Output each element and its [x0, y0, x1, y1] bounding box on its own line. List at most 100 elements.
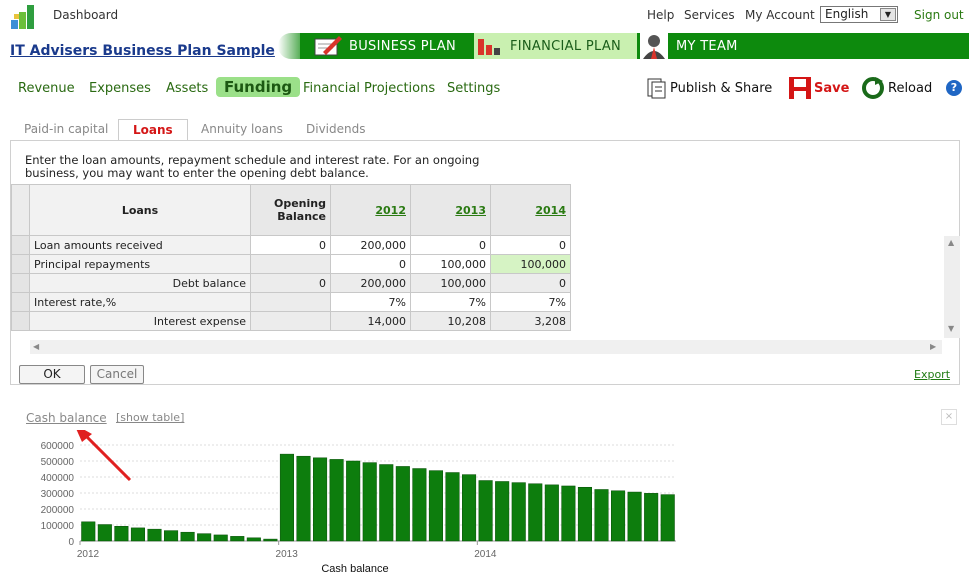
logo-icon [11, 5, 34, 29]
subtab-annuity-loans[interactable]: Annuity loans [201, 122, 283, 136]
language-select[interactable]: English ▼ [820, 6, 898, 23]
close-icon[interactable]: × [941, 409, 957, 425]
financial-plan-icon[interactable] [476, 35, 502, 57]
table-row: Principal repayments 0 100,000 100,000 [11, 254, 571, 274]
cell-opening: 0 [250, 273, 331, 293]
cancel-button[interactable]: Cancel [90, 365, 144, 384]
reload-button[interactable]: Reload [888, 81, 933, 96]
chart-bar [379, 464, 394, 542]
scroll-left-icon[interactable]: ◀ [33, 342, 40, 351]
row-selector-header [11, 184, 30, 236]
description-text: Enter the loan amounts, repayment schedu… [25, 153, 480, 180]
table-row: Interest expense 14,000 10,208 3,208 [11, 311, 571, 331]
column-header-opening: Opening Balance [250, 184, 331, 236]
export-link[interactable]: Export [914, 368, 951, 381]
row-selector[interactable] [11, 273, 30, 293]
tab-business-plan[interactable]: BUSINESS PLAN [349, 39, 456, 54]
app-logo[interactable] [10, 2, 36, 30]
row-label: Loan amounts received [29, 235, 251, 255]
chart-bar [395, 466, 410, 542]
chart-bar [329, 459, 344, 542]
chart-x-axis-label: Cash balance [321, 563, 388, 574]
cell-2012: 14,000 [330, 311, 411, 331]
cell-2013[interactable]: 7% [410, 292, 491, 312]
table-row: Debt balance 0 200,000 100,000 0 [11, 273, 571, 293]
menu-settings[interactable]: Settings [447, 81, 501, 96]
cell-2012[interactable]: 200,000 [330, 235, 411, 255]
cell-opening[interactable]: 0 [250, 235, 331, 255]
dashboard-link[interactable]: Dashboard [53, 8, 119, 22]
cell-2012[interactable]: 0 [330, 254, 411, 274]
chart-x-tick-labels: 2012 2013 2014 [77, 541, 497, 560]
cell-2013[interactable]: 0 [410, 235, 491, 255]
chart-bar [611, 490, 626, 542]
tab-my-team[interactable]: MY TEAM [676, 39, 738, 54]
save-button[interactable]: Save [814, 81, 850, 96]
column-header-2014[interactable]: 2014 [535, 203, 566, 217]
sign-out-link[interactable]: Sign out [914, 8, 964, 22]
cell-2012[interactable]: 7% [330, 292, 411, 312]
cell-2014[interactable]: 7% [490, 292, 571, 312]
row-label: Interest expense [29, 311, 251, 331]
menu-funding[interactable]: Funding [216, 77, 301, 97]
subtab-dividends[interactable]: Dividends [306, 122, 366, 136]
cell-opening [250, 254, 331, 274]
financial-plan-active-bg [474, 33, 637, 59]
row-selector[interactable] [11, 311, 30, 331]
chart-gridlines [80, 444, 676, 542]
chart-bar [246, 537, 261, 542]
scroll-down-icon[interactable]: ▼ [948, 324, 955, 333]
chevron-down-icon: ▼ [880, 8, 896, 21]
language-value: English [825, 7, 869, 21]
chart-x-tick-label: 2014 [474, 549, 497, 560]
chart-bar [147, 528, 162, 542]
chart-title-link[interactable]: Cash balance [26, 411, 107, 425]
row-label: Debt balance [29, 273, 251, 293]
table-row: Loan amounts received 0 200,000 0 0 [11, 235, 571, 255]
row-selector[interactable] [11, 235, 30, 255]
column-header-loans: Loans [29, 184, 251, 236]
chart-bar [296, 455, 311, 542]
scroll-right-icon[interactable]: ▶ [930, 342, 937, 351]
row-selector[interactable] [11, 292, 30, 312]
scroll-up-icon[interactable]: ▲ [948, 238, 955, 247]
row-label: Interest rate,% [29, 292, 251, 312]
business-plan-icon[interactable] [313, 34, 343, 58]
subtab-paid-in-capital[interactable]: Paid-in capital [24, 122, 109, 136]
chart-bar [412, 468, 427, 542]
my-team-icon[interactable] [640, 33, 668, 59]
chart-bar [462, 474, 477, 542]
ok-button[interactable]: OK [19, 365, 85, 384]
cell-2013: 100,000 [410, 273, 491, 293]
cell-2013: 10,208 [410, 311, 491, 331]
services-link[interactable]: Services [684, 8, 735, 22]
column-header-2012[interactable]: 2012 [375, 203, 406, 217]
horizontal-scrollbar[interactable]: ◀ ▶ [30, 340, 942, 354]
publish-share-button[interactable]: Publish & Share [670, 81, 773, 96]
row-selector[interactable] [11, 254, 30, 274]
reload-icon[interactable] [862, 77, 884, 99]
help-link[interactable]: Help [647, 8, 675, 22]
my-account-link[interactable]: My Account [745, 8, 815, 22]
show-table-link[interactable]: [show table] [116, 411, 185, 424]
tab-financial-plan[interactable]: FINANCIAL PLAN [510, 39, 622, 54]
chart-bar [313, 457, 328, 542]
cell-2014[interactable]: 0 [490, 235, 571, 255]
cell-2014[interactable]: 100,000 [490, 254, 571, 274]
column-header-2013[interactable]: 2013 [455, 203, 486, 217]
chart-bar [528, 483, 543, 542]
subtab-loans[interactable]: Loans [118, 119, 188, 141]
chart-y-tick-label: 500000 [41, 457, 75, 468]
page-title[interactable]: IT Advisers Business Plan Sample [10, 43, 275, 59]
cell-2012: 200,000 [330, 273, 411, 293]
vertical-scrollbar[interactable]: ▲ ▼ [944, 236, 960, 338]
chart-bar [561, 485, 576, 542]
menu-assets[interactable]: Assets [166, 81, 209, 96]
help-icon[interactable]: ? [946, 80, 962, 96]
menu-expenses[interactable]: Expenses [89, 81, 151, 96]
cell-2013[interactable]: 100,000 [410, 254, 491, 274]
publish-icon[interactable] [646, 77, 668, 99]
menu-financial-projections[interactable]: Financial Projections [303, 81, 436, 96]
save-icon[interactable] [788, 76, 812, 100]
menu-revenue[interactable]: Revenue [18, 81, 75, 96]
